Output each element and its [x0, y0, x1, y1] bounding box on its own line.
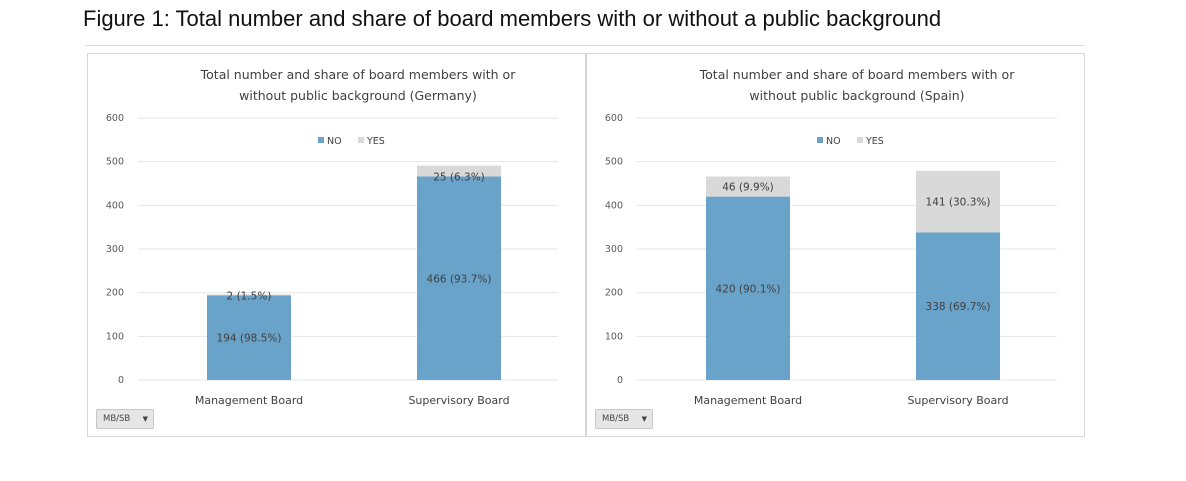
data-label-no: 466 (93.7%) — [427, 273, 492, 285]
filter-button-label: MB/SB — [602, 414, 630, 424]
bar-segment-yes — [417, 165, 501, 177]
chart-title-line: without public background (Germany) — [239, 88, 477, 103]
y-tick-label: 500 — [605, 157, 623, 168]
chart-title-line: without public background (Spain) — [749, 88, 964, 103]
x-category-label: Management Board — [195, 394, 303, 407]
x-category-label: Management Board — [694, 394, 802, 407]
chart-germany: Total number and share of board members … — [106, 67, 558, 407]
legend-label: YES — [366, 136, 385, 147]
y-tick-label: 0 — [118, 375, 124, 386]
legend-swatch — [318, 137, 324, 143]
figure-title: Figure 1: Total number and share of boar… — [83, 6, 942, 31]
legend-label: YES — [865, 136, 884, 147]
y-tick-label: 600 — [106, 113, 124, 124]
mb-sb-filter-button[interactable]: MB/SB ▼ — [595, 409, 653, 429]
y-tick-label: 100 — [106, 331, 124, 342]
chart-spain: Total number and share of board members … — [605, 67, 1057, 407]
filter-button-label: MB/SB — [103, 414, 131, 424]
x-category-label: Supervisory Board — [907, 394, 1008, 407]
data-label-yes: 46 (9.9%) — [722, 182, 774, 194]
chart-panel-germany: Total number and share of board members … — [87, 53, 586, 437]
data-label-no: 338 (69.7%) — [926, 301, 991, 313]
legend-swatch — [817, 137, 823, 143]
y-tick-label: 400 — [106, 200, 124, 211]
y-tick-label: 300 — [605, 244, 623, 255]
chart-title-line: Total number and share of board members … — [699, 67, 1016, 82]
bar-segment-no — [417, 176, 501, 380]
chart-title-line: Total number and share of board members … — [200, 67, 517, 82]
bar-segment-no — [916, 232, 1000, 380]
y-tick-label: 300 — [106, 244, 124, 255]
legend-swatch — [358, 137, 364, 143]
bar-segment-yes — [916, 170, 1000, 233]
legend-swatch — [857, 137, 863, 143]
mb-sb-filter-button[interactable]: MB/SB ▼ — [96, 409, 154, 429]
data-label-yes: 25 (6.3%) — [433, 172, 485, 184]
y-tick-label: 100 — [605, 331, 623, 342]
data-label-no: 194 (98.5%) — [217, 333, 282, 345]
data-label-yes: 2 (1.5%) — [227, 290, 272, 302]
title-divider — [85, 45, 1085, 46]
y-tick-label: 200 — [605, 288, 623, 299]
legend-label: NO — [327, 136, 342, 147]
dropdown-arrow-icon: ▼ — [641, 415, 647, 423]
data-label-no: 420 (90.1%) — [716, 283, 781, 295]
dropdown-arrow-icon: ▼ — [142, 415, 148, 423]
bar-segment-no — [207, 295, 291, 380]
legend-label: NO — [826, 136, 841, 147]
chart-panel-spain: Total number and share of board members … — [586, 53, 1085, 437]
y-tick-label: 200 — [106, 288, 124, 299]
bar-segment-yes — [706, 176, 790, 197]
y-tick-label: 400 — [605, 200, 623, 211]
bar-segment-no — [706, 196, 790, 380]
bar-segment-yes — [207, 294, 291, 296]
data-label-yes: 141 (30.3%) — [926, 197, 991, 209]
x-category-label: Supervisory Board — [408, 394, 509, 407]
y-tick-label: 600 — [605, 113, 623, 124]
y-tick-label: 0 — [617, 375, 623, 386]
y-tick-label: 500 — [106, 157, 124, 168]
